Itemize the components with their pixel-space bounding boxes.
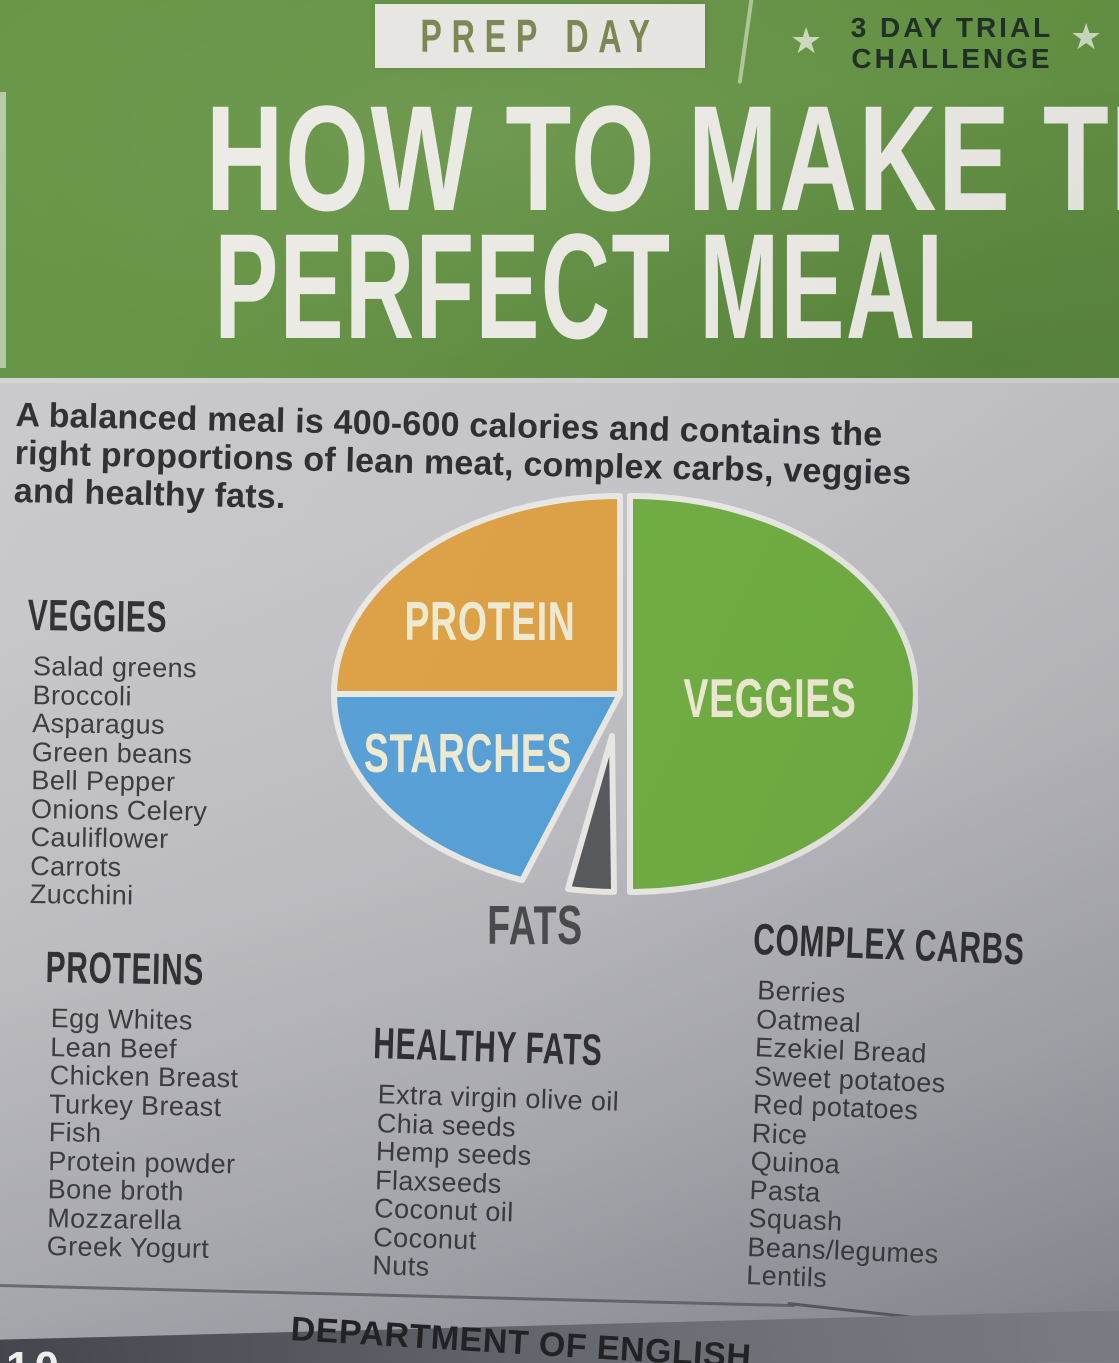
corner-mark: 10 — [6, 1343, 63, 1363]
pie-slice-starches — [331, 691, 623, 884]
pie-slice-protein — [331, 493, 623, 697]
list-item: Broccoli — [32, 679, 133, 711]
section-proteins: PROTEINS Egg Whites Lean Beef Chicken Br… — [41, 943, 279, 1265]
photo-crease — [737, 0, 755, 84]
poster-title: HOW TO MAKE THE PERFECT MEAL — [0, 74, 1119, 370]
proteins-list: Egg Whites Lean Beef Chicken Breast Turk… — [41, 1003, 278, 1265]
list-item: Carrots — [30, 850, 122, 882]
trial-challenge-label: 3 DAY TRIAL CHALLENGE — [826, 12, 1078, 74]
poster-title-line2: PERFECT MEAL — [214, 202, 977, 370]
star-icon-right: ★ — [1070, 16, 1103, 57]
list-item: Salad greens — [32, 651, 198, 684]
section-healthy-fats: HEALTHY FATS Extra virgin olive oil Chia… — [366, 1019, 711, 1290]
list-item: Bell Pepper — [31, 765, 176, 798]
pie-label-starches: STARCHES — [364, 722, 572, 784]
healthy-fats-list: Extra virgin olive oil Chia seeds Hemp s… — [366, 1079, 709, 1290]
trial-line1: 3 DAY TRIAL — [850, 12, 1054, 43]
pie-label-fats: FATS — [487, 894, 583, 956]
list-item: Green beans — [31, 736, 193, 769]
section-heading-veggies: VEGGIES — [27, 591, 168, 642]
section-heading-healthy-fats: HEALTHY FATS — [372, 1019, 604, 1076]
list-item: Egg Whites — [50, 1003, 194, 1036]
pie-chart: PROTEIN VEGGIES STARCHES FATS — [331, 493, 918, 956]
list-item: Cauliflower — [30, 822, 169, 854]
list-item: Zucchini — [29, 879, 134, 911]
veggies-list: Salad greens Broccoli Asparagus Green be… — [24, 651, 233, 911]
pie-label-veggies: VEGGIES — [683, 667, 856, 729]
trial-line2: CHALLENGE — [851, 43, 1053, 74]
list-item: Asparagus — [32, 708, 166, 740]
list-item: Bone broth — [47, 1174, 185, 1207]
list-item: Onions Celery — [30, 793, 208, 827]
section-veggies: VEGGIES Salad greens Broccoli Asparagus … — [24, 591, 233, 911]
pie-label-protein: PROTEIN — [405, 590, 576, 652]
banner-bottom-edge — [0, 378, 1119, 383]
section-heading-complex-carbs: COMPLEX CARBS — [752, 915, 1026, 975]
poster-title-line1: HOW TO MAKE THE — [205, 74, 1119, 242]
section-heading-proteins: PROTEINS — [45, 943, 205, 995]
list-item: Greek Yogurt — [46, 1231, 210, 1264]
list-item: Fish — [48, 1117, 102, 1148]
poster-edge-highlight — [0, 92, 6, 368]
star-icon-left: ★ — [790, 20, 823, 61]
prep-day-badge: PREP DAY — [375, 4, 705, 68]
pie-slice-veggies — [627, 493, 918, 895]
section-complex-carbs: COMPLEX CARBS Berries Oatmeal Ezekiel Br… — [740, 915, 1119, 1305]
pie-slice-fats — [565, 733, 617, 895]
header-banner: PREP DAY ★ ★ 3 DAY TRIAL CHALLENGE HOW T… — [0, 0, 1119, 378]
list-item: Chicken Breast — [49, 1060, 239, 1094]
complex-carbs-list: Berries Oatmeal Ezekiel Bread Sweet pota… — [740, 975, 1119, 1305]
prep-day-label: PREP DAY — [420, 10, 660, 62]
